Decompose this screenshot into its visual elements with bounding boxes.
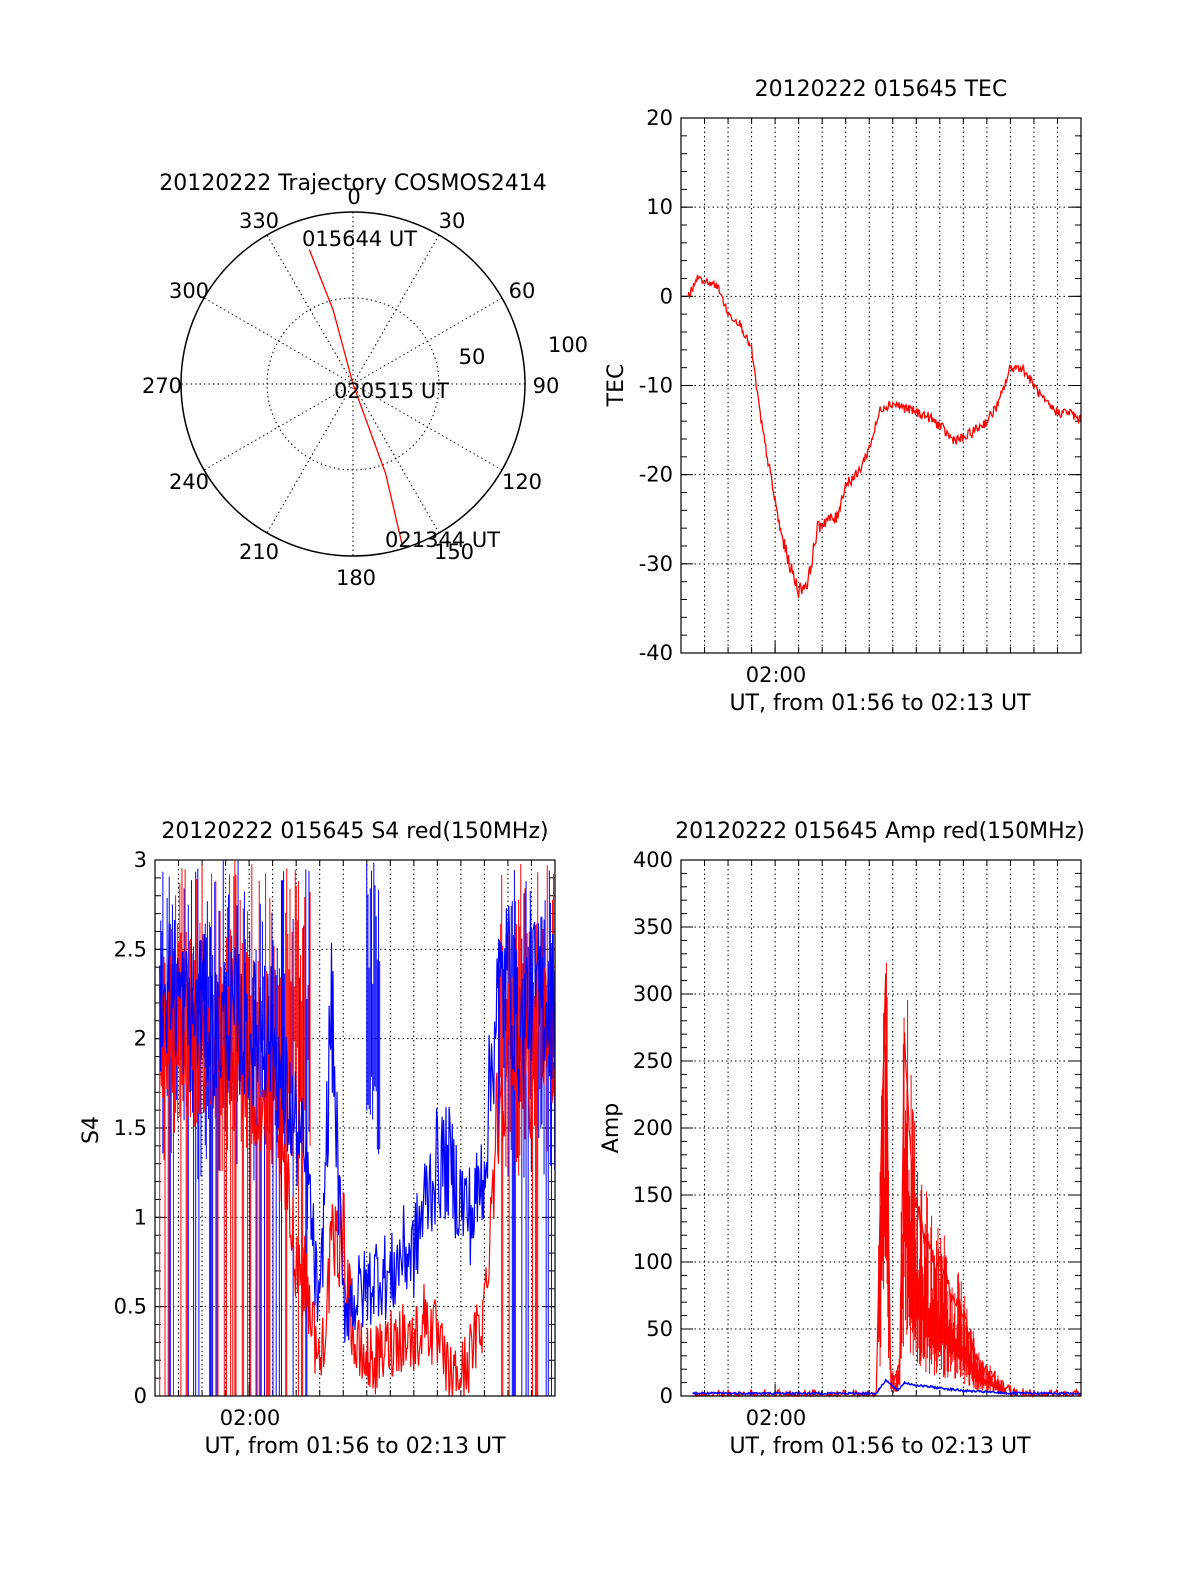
s4-y-tick-label: 0	[134, 1384, 147, 1408]
tec-panel: 20120222 015645 TEC 20 10 0 -10 -20 -30 -40 02…	[604, 77, 1082, 716]
amp-y-tick-label: 200	[633, 1116, 673, 1140]
s4-title: 20120222 015645 S4 red(150MHz)	[161, 819, 548, 844]
s4-y-tick-label: 2	[134, 1027, 147, 1051]
amp-red-series-line	[692, 973, 1082, 1399]
amp-title: 20120222 015645 Amp red(150MHz)	[675, 819, 1085, 844]
azimuth-label-270: 270	[142, 374, 182, 398]
azimuth-label-210: 210	[239, 540, 279, 564]
amp-y-tick-labels: 400 350 300 250 200 150 100 50 0	[633, 848, 673, 1408]
s4-blue-series-line	[159, 905, 556, 1343]
tec-y-tick-label: -40	[639, 641, 673, 665]
azimuth-label-180: 180	[336, 566, 376, 590]
amp-plot-frame	[680, 859, 1082, 1397]
tec-x-axis-label: UT, from 01:56 to 02:13 UT	[729, 691, 1031, 716]
azimuth-label-120: 120	[502, 470, 542, 494]
s4-y-tick-labels: 3 2.5 2 1.5 1 0.5 0	[114, 848, 147, 1408]
tec-y-tick-label: -10	[639, 374, 673, 398]
azimuth-label-90: 90	[533, 374, 560, 398]
track-start-time-label: 015644 UT	[302, 227, 417, 251]
azimuth-label-60: 60	[509, 279, 536, 303]
s4-x-tick-label: 02:00	[220, 1406, 281, 1430]
radial-label-50: 50	[459, 345, 486, 369]
tec-y-tick-label: 20	[646, 106, 673, 130]
polar-title: 20120222 Trajectory COSMOS2414	[159, 171, 546, 196]
polar-azimuth-labels: 0 30 60 90 120 150 180 210 240 270 300 3…	[142, 185, 559, 590]
s4-y-tick-label: 1	[134, 1205, 147, 1229]
amp-y-tick-label: 350	[633, 915, 673, 939]
amp-y-tick-label: 100	[633, 1250, 673, 1274]
amp-y-tick-label: 250	[633, 1049, 673, 1073]
s4-panel: 20120222 015645 S4 red(150MHz) 3 2.5 2 1.5 1…	[79, 819, 556, 1459]
azimuth-label-0: 0	[347, 185, 360, 209]
tec-y-tick-label: 10	[646, 195, 673, 219]
track-end-time-label: 021344 UT	[385, 528, 500, 552]
satellite-track-line	[308, 249, 403, 545]
amp-y-tick-label: 400	[633, 848, 673, 872]
amp-y-tick-label: 300	[633, 982, 673, 1006]
polar-panel: 20120222 Trajectory COSMOS2414 0 30 60 9…	[142, 171, 588, 590]
track-mid-time-label: 020515 UT	[334, 379, 449, 403]
azimuth-label-300: 300	[169, 279, 209, 303]
s4-y-tick-label: 2.5	[114, 937, 147, 961]
amp-x-axis-label: UT, from 01:56 to 02:13 UT	[729, 1434, 1031, 1459]
amp-y-tick-label: 0	[660, 1384, 673, 1408]
amp-y-tick-label: 50	[646, 1317, 673, 1341]
tec-y-axis-label: TEC	[604, 364, 629, 408]
tec-y-tick-labels: 20 10 0 -10 -20 -30 -40	[639, 106, 673, 665]
amp-x-tick-label: 02:00	[746, 1406, 807, 1430]
s4-y-tick-label: 1.5	[114, 1116, 147, 1140]
tec-title: 20120222 015645 TEC	[755, 77, 1008, 102]
tec-series-line	[687, 274, 1082, 599]
tec-y-tick-label: -30	[639, 552, 673, 576]
s4-grid	[155, 860, 555, 1396]
s4-y-tick-label: 0.5	[114, 1295, 147, 1319]
radial-label-100: 100	[548, 333, 588, 357]
azimuth-label-30: 30	[439, 209, 466, 233]
tec-grid	[681, 118, 1081, 653]
tec-plot-frame	[680, 117, 1082, 654]
azimuth-label-330: 330	[239, 209, 279, 233]
s4-red-series-line	[159, 955, 556, 1397]
s4-y-tick-label: 3	[134, 848, 147, 872]
tec-x-tick-label: 02:00	[746, 663, 807, 687]
tec-y-tick-label: 0	[660, 284, 673, 308]
amp-panel: 20120222 015645 Amp red(150MHz) 400 350 30…	[599, 819, 1085, 1459]
s4-plot-frame	[154, 859, 556, 1397]
tec-y-tick-label: -20	[639, 463, 673, 487]
s4-x-axis-label: UT, from 01:56 to 02:13 UT	[204, 1434, 506, 1459]
azimuth-label-150: 150	[434, 540, 474, 564]
amp-y-tick-label: 150	[633, 1183, 673, 1207]
azimuth-label-240: 240	[169, 470, 209, 494]
amp-blue-series-line	[692, 1378, 1082, 1396]
s4-y-axis-label: S4	[79, 1116, 104, 1144]
amp-y-axis-label: Amp	[599, 1103, 624, 1153]
